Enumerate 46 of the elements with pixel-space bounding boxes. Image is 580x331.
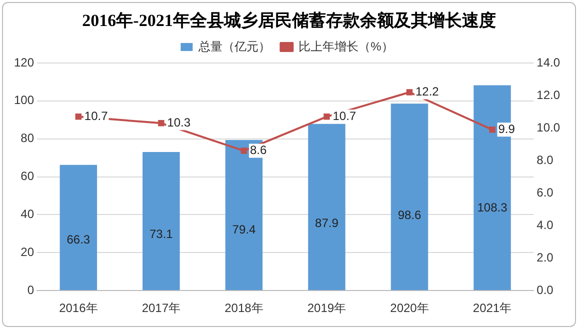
data-label: 9.9 (498, 122, 516, 136)
y-tick-label: 40 (20, 207, 34, 222)
bar (142, 152, 180, 290)
y2-tick-label: 4.0 (536, 218, 554, 232)
y2-tick-label: 14.0 (536, 55, 560, 70)
data-label: 66.3 (66, 232, 90, 246)
data-label: 98.6 (398, 208, 422, 222)
x-tick-label: 2019年 (307, 301, 346, 316)
point (489, 126, 496, 133)
data-label: 10.7 (332, 108, 356, 123)
data-label: 73.1 (150, 227, 174, 242)
point (158, 120, 164, 126)
y-tick-label: 80 (20, 131, 34, 146)
bar (390, 104, 428, 290)
data-label: 12.2 (415, 84, 440, 99)
point (406, 89, 413, 96)
y2-tick-label: 0.0 (536, 282, 554, 297)
data-label: 87.9 (315, 216, 339, 230)
y-tick-label: 120 (14, 55, 34, 70)
y-tick-label: 20 (20, 244, 34, 259)
point (240, 148, 248, 154)
point (324, 114, 330, 120)
bar (308, 124, 346, 290)
y2-tick-label: 2.0 (536, 250, 554, 264)
y2-tick-label: 6.0 (536, 185, 554, 200)
chart-title: 2016年-2021年全县城乡居民储蓄存款余额及其增长速度 (81, 10, 497, 31)
data-label: 108.3 (477, 200, 508, 214)
y2-tick-label: 8.0 (536, 152, 554, 167)
x-tick-label: 2018年 (224, 301, 264, 316)
y2-tick-label: 12.0 (536, 88, 560, 102)
data-label: 79.4 (232, 222, 256, 236)
data-label: 10.3 (167, 115, 191, 130)
data-label: 10.7 (84, 108, 108, 123)
x-tick-label: 2021年 (472, 301, 512, 316)
data-label: 8.6 (250, 143, 267, 158)
legend-label: 比上年增长（%） (298, 39, 394, 54)
y-tick-label: 100 (14, 93, 34, 108)
x-tick-label: 2017年 (142, 301, 181, 316)
point (75, 114, 82, 120)
x-tick-label: 2020年 (390, 301, 429, 316)
x-tick-label: 2016年 (59, 301, 98, 316)
y-tick-label: 60 (20, 169, 34, 184)
y-tick-label: 0 (27, 282, 34, 297)
legend-label: 总量（亿元） (198, 39, 271, 54)
bar (60, 164, 98, 290)
y2-tick-label: 10.0 (536, 120, 560, 134)
